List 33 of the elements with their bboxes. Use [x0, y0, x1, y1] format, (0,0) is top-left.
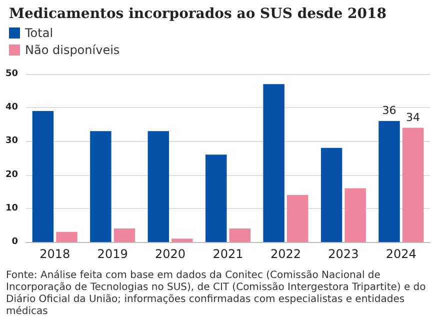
x-tick-label: 2022	[270, 247, 301, 261]
x-tick-label: 2023	[328, 247, 359, 261]
y-tick-label: 40	[5, 102, 18, 113]
legend-label: Total	[24, 26, 54, 40]
bar	[205, 154, 227, 242]
bar	[114, 228, 136, 242]
bar	[286, 194, 308, 242]
bar	[402, 128, 424, 242]
bar	[56, 232, 78, 242]
y-tick-label: 30	[5, 136, 18, 146]
bar	[263, 84, 284, 242]
legend-label: Não disponíveis	[25, 43, 120, 57]
bar	[90, 131, 112, 242]
x-tick-label: 2019	[97, 247, 128, 261]
y-tick-label: 20	[5, 170, 18, 180]
bar	[148, 131, 170, 242]
x-tick-label: 2021	[212, 247, 244, 261]
source-note: Fonte: Análise feita com base em dados da Conitec (Comissão Nacional de Incorporação de Tecnologias no SUS), de CIT (Comissão Intergestora Tripartite) e do Diário Oficial da União; informações confirmadas com especialistas e entidades médicas	[6, 270, 427, 318]
data-label: 36	[382, 104, 396, 118]
y-tick-label: 0	[12, 237, 18, 247]
bar	[320, 148, 342, 242]
y-tick-label: 50	[5, 69, 18, 79]
chart-title: Medicamentos incorporados ao SUS desde 2018	[9, 6, 386, 22]
bar	[172, 238, 193, 242]
data-label: 34	[406, 110, 420, 124]
bar	[229, 228, 251, 242]
bar	[32, 110, 54, 242]
x-tick-label: 2018	[40, 247, 70, 261]
bar	[378, 121, 400, 242]
y-tick-label: 10	[5, 203, 18, 214]
x-tick-label: 2024	[386, 247, 416, 261]
x-tick-label: 2020	[155, 247, 186, 261]
bar	[344, 188, 366, 242]
